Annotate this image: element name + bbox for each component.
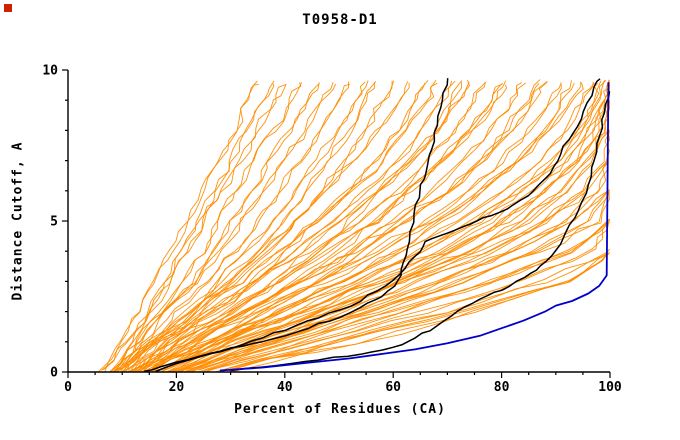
model-curve bbox=[151, 80, 463, 372]
corner-marker bbox=[4, 4, 12, 12]
model-curve bbox=[142, 82, 426, 372]
x-tick-label: 20 bbox=[169, 380, 185, 395]
model-curve bbox=[228, 248, 610, 372]
model-curve bbox=[132, 80, 456, 372]
best-model-curve bbox=[219, 82, 610, 372]
model-curve bbox=[120, 81, 409, 371]
x-tick-label: 100 bbox=[598, 380, 622, 395]
chart-title: T0958-D1 bbox=[302, 12, 378, 28]
model-curve bbox=[117, 81, 470, 372]
model-curve bbox=[178, 193, 610, 372]
model-curve bbox=[166, 129, 610, 372]
model-curve bbox=[163, 82, 575, 371]
model-curve bbox=[112, 79, 437, 372]
model-curve bbox=[159, 84, 610, 371]
model-curve bbox=[145, 82, 522, 372]
model-curve bbox=[142, 80, 429, 372]
model-curve bbox=[174, 192, 610, 372]
model-curve bbox=[134, 80, 453, 372]
x-tick-label: 40 bbox=[277, 380, 293, 395]
model-curve bbox=[114, 81, 377, 372]
model-curve bbox=[152, 81, 594, 371]
model-curve bbox=[206, 219, 610, 372]
model-curve bbox=[203, 221, 610, 372]
model-curve bbox=[152, 83, 503, 372]
model-curve bbox=[114, 82, 376, 372]
model-curve bbox=[127, 80, 548, 372]
model-curve bbox=[216, 252, 610, 372]
model-curve bbox=[203, 218, 610, 371]
model-curve bbox=[111, 82, 438, 371]
model-curve bbox=[125, 81, 350, 372]
model-curve bbox=[134, 82, 584, 372]
model-curve bbox=[221, 251, 609, 372]
model-curve bbox=[101, 83, 287, 371]
model-curve bbox=[104, 80, 258, 372]
model-curve bbox=[216, 252, 610, 372]
model-curve bbox=[122, 80, 507, 372]
model-curve bbox=[139, 82, 486, 372]
y-tick-label: 10 bbox=[42, 64, 58, 79]
model-curve bbox=[184, 220, 610, 372]
x-tick-label: 80 bbox=[494, 380, 510, 395]
model-curve bbox=[137, 79, 605, 372]
model-curve bbox=[131, 81, 582, 372]
y-tick-label: 0 bbox=[50, 366, 58, 381]
model-curve bbox=[127, 83, 351, 371]
highlight-curve bbox=[155, 78, 601, 373]
model-curve bbox=[159, 79, 610, 371]
x-tick-label: 0 bbox=[64, 380, 72, 395]
model-curve bbox=[129, 81, 548, 372]
model-curve bbox=[137, 79, 607, 372]
x-tick-label: 60 bbox=[385, 380, 401, 395]
model-curve bbox=[208, 218, 610, 371]
model-curve bbox=[109, 83, 337, 372]
model-curve bbox=[148, 100, 610, 372]
model-curve bbox=[178, 83, 610, 372]
model-curve bbox=[172, 189, 610, 372]
y-axis-label: Distance Cutoff, A bbox=[10, 141, 26, 301]
model-curve bbox=[221, 252, 609, 371]
model-curve bbox=[180, 100, 610, 372]
model-curve bbox=[123, 84, 508, 372]
model-curve bbox=[147, 98, 610, 372]
model-curve bbox=[167, 130, 610, 372]
model-curve bbox=[157, 159, 609, 372]
model-curve bbox=[114, 82, 303, 372]
model-curve bbox=[153, 82, 595, 372]
model-curve bbox=[98, 84, 287, 372]
model-curve bbox=[177, 79, 610, 372]
model-curve bbox=[148, 81, 462, 372]
highlight-curve bbox=[230, 90, 611, 372]
model-curve bbox=[148, 82, 562, 372]
model-curve bbox=[152, 82, 503, 372]
y-tick-label: 5 bbox=[50, 215, 58, 230]
model-curve bbox=[186, 220, 609, 372]
x-axis-label: Percent of Residues (CA) bbox=[234, 402, 446, 417]
